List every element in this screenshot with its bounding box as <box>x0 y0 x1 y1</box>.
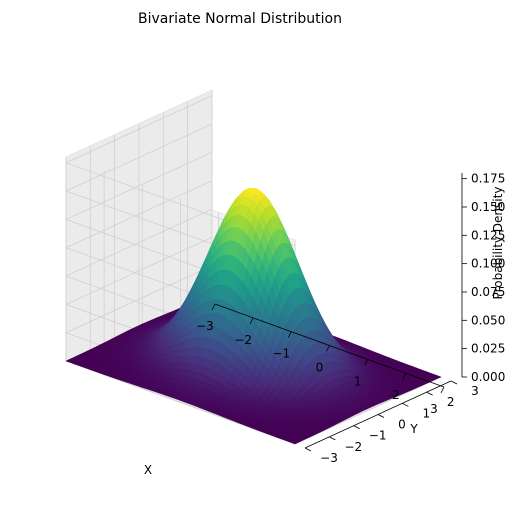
z-tick-label: 0.125 <box>471 228 505 242</box>
y-tick-label: −1 <box>369 429 387 443</box>
x-tick-mark <box>249 317 254 325</box>
x-tick-mark <box>287 331 292 338</box>
z-tick-label: 0.025 <box>471 342 505 356</box>
x-tick-mark <box>402 372 407 380</box>
y-tick-mark <box>402 402 409 407</box>
y-tick-label: 3 <box>471 384 479 398</box>
grid-line-z <box>64 95 296 247</box>
y-tick-label: 2 <box>447 395 455 409</box>
x-tick-label: 2 <box>392 388 400 402</box>
surface-facet <box>289 440 299 445</box>
z-tick-label: 0.000 <box>471 370 505 384</box>
x-tick-label: −1 <box>272 347 290 361</box>
x-tick-mark <box>211 303 216 311</box>
x-tick-mark <box>326 345 330 352</box>
x-tick-label: −2 <box>234 333 252 347</box>
z-axis-ticks: 0.000 0.025 0.050 0.075 0.100 0.125 0.150 0.175 <box>461 172 505 384</box>
y-tick-label: 1 <box>422 406 430 420</box>
x-axis-label: X <box>144 463 152 477</box>
z-tick-label: 0.050 <box>471 313 505 327</box>
y-tick-mark <box>426 391 433 396</box>
z-tick-label: 0.100 <box>471 257 505 271</box>
x-tick-label: 0 <box>316 360 324 374</box>
y-tick-label: −2 <box>344 440 362 454</box>
chart-title: Bivariate Normal Distribution <box>138 11 342 27</box>
x-axis-ticks: −3 −2 −1 0 1 2 3 <box>196 303 445 416</box>
z-tick-label: 0.175 <box>471 172 505 186</box>
x-tick-label: 3 <box>430 402 438 416</box>
x-tick-label: 1 <box>354 374 362 388</box>
y-tick-mark <box>304 447 312 452</box>
y-tick-label: −3 <box>320 451 338 465</box>
y-tick-mark <box>377 414 385 418</box>
y-tick-mark <box>353 425 360 430</box>
x-tick-mark <box>440 386 445 394</box>
x-tick-label: −3 <box>196 319 214 333</box>
z-tick-label: 0.075 <box>471 285 505 299</box>
z-tick-label: 0.150 <box>471 200 505 214</box>
z-axis-label: Probability Density <box>491 187 505 300</box>
y-axis-label: Y <box>409 422 418 436</box>
x-tick-mark <box>364 359 368 366</box>
y-tick-label: 0 <box>398 417 406 431</box>
surface-mesh <box>65 188 442 445</box>
y-tick-mark <box>450 380 458 385</box>
y-tick-mark <box>329 436 336 441</box>
